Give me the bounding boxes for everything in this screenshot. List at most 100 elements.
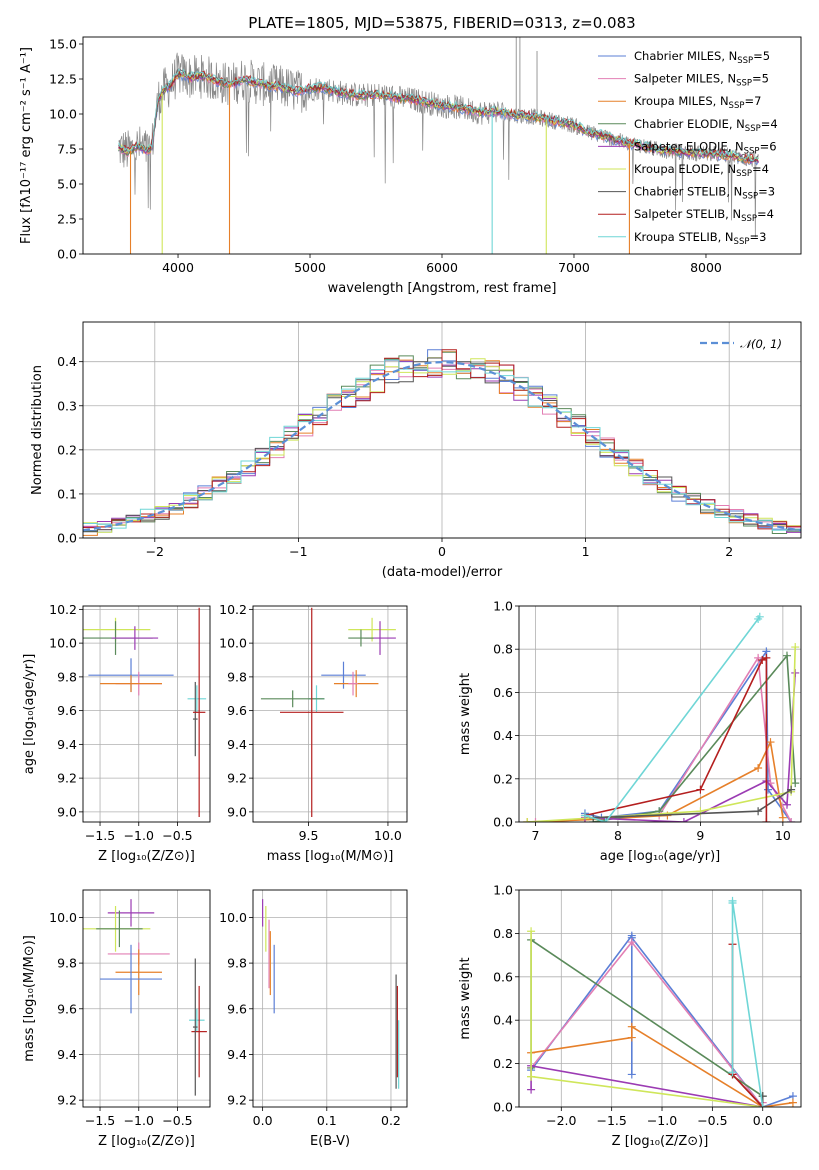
legend-name: Kroupa ELODIE, N: [634, 162, 736, 176]
y-tick-label: 0.8: [493, 926, 513, 941]
weight-marker: [758, 1092, 767, 1101]
y-axis-label: Normed distribution: [30, 365, 45, 495]
weight-marker: [787, 818, 796, 822]
x-tick-label: −0.5: [162, 828, 192, 843]
legend-name: Salpeter STELIB, N: [634, 207, 741, 221]
y-tick-label: 9.8: [227, 956, 247, 971]
x-tick-label: −1.0: [647, 1113, 677, 1128]
y-tick-label: 9.4: [57, 737, 77, 752]
weight-marker: [791, 643, 800, 652]
legend-entry: Kroupa STELIB, NSSP=3: [634, 230, 766, 247]
x-tick-label: −1.5: [85, 1113, 115, 1128]
y-tick-label: 0.0: [493, 815, 513, 830]
weight-marker: [627, 1033, 636, 1042]
age-vs-Z-plot: [83, 607, 207, 817]
legend-name: Chabrier MILES, N: [634, 49, 737, 63]
y-tick-label: 0.6: [493, 685, 513, 700]
weight-marker: [523, 818, 532, 822]
gaussian-curve: [83, 360, 801, 532]
x-tick-label: 10.0: [374, 828, 402, 843]
axes-frame: [518, 605, 802, 823]
weight-marker: [679, 818, 688, 822]
legend-suffix: =7: [744, 94, 761, 108]
legend-sub: SSP: [729, 101, 745, 111]
legend-sub: SSP: [736, 169, 752, 179]
x-tick-label: 4000: [162, 260, 194, 275]
legend-name: Chabrier ELODIE, N: [634, 117, 745, 131]
y-tick-label: 1.0: [493, 599, 513, 614]
x-axis-label: Z [log₁₀(Z/Z⊙)]: [98, 849, 195, 864]
y-tick-label: 0.4: [493, 728, 513, 743]
mass-vs-EBV-axes: 0.0 0.1 0.2 9.2 9.4 9.6 9.8 10.0 E(B-V): [219, 890, 407, 1149]
weight-marker: [728, 1068, 737, 1077]
x-axis-label: mass [log₁₀(M/M⊙)]: [267, 849, 394, 864]
axes-frame: [518, 889, 802, 1108]
y-tick-label: 9.4: [227, 737, 247, 752]
x-tick-label: −1.5: [596, 1113, 626, 1128]
x-tick-label: 5000: [294, 260, 326, 275]
weight-marker: [762, 653, 771, 662]
weight-line: [731, 944, 764, 1107]
y-tick-label: 7.5: [57, 142, 77, 157]
x-tick-label: 8000: [690, 260, 722, 275]
y-tick-label: 10.0: [219, 910, 247, 925]
y-tick-label: 10.0: [219, 636, 247, 651]
mass-vs-Z-plot: [83, 899, 207, 1096]
y-axis-label: Flux [fλ10⁻¹⁷ erg cm⁻² s⁻¹ A⁻¹]: [19, 47, 34, 244]
weight-marker: [627, 1022, 636, 1031]
y-tick-label: 10.0: [49, 107, 77, 122]
y-tick-label: 0.0: [493, 1100, 513, 1115]
weight-marker: [754, 764, 763, 772]
y-tick-label: 0.4: [57, 354, 77, 369]
x-axis-label: wavelength [Angstrom, rest frame]: [328, 281, 557, 296]
y-tick-label: 0.1: [57, 486, 77, 501]
x-tick-label: −1.0: [124, 1113, 154, 1128]
weight-line: [584, 616, 761, 822]
y-tick-label: 10.0: [49, 910, 77, 925]
weight-marker: [758, 656, 767, 664]
x-tick-label: 0.2: [381, 1113, 401, 1128]
x-axis-label: age [log₁₀(age/yr)]: [600, 849, 721, 864]
weight-marker: [754, 807, 763, 816]
weight-marker: [755, 612, 764, 621]
y-tick-label: 0.0: [57, 247, 77, 262]
y-tick-label: 12.5: [49, 72, 77, 87]
y-tick-label: 9.0: [57, 804, 77, 819]
y-tick-label: 9.6: [227, 1001, 247, 1016]
legend-suffix: =5: [753, 49, 770, 63]
x-tick-label: 1: [582, 544, 590, 559]
weight-marker: [782, 651, 791, 660]
x-tick-label: 6000: [426, 260, 458, 275]
legend-suffix: =5: [752, 72, 769, 86]
legend-sub: SSP: [742, 192, 758, 202]
y-tick-label: 0.4: [493, 1013, 513, 1028]
y-tick-label: 1.0: [493, 883, 513, 898]
legend-suffix: =3: [749, 230, 766, 244]
age-vs-mass-axes: 9.5 10.0 9.0 9.2 9.4 9.6 9.8 10.0 10.2 mass [log₁…: [219, 602, 407, 864]
y-tick-label: 0.2: [57, 442, 77, 457]
legend-name: Salpeter ELODIE, N: [634, 139, 744, 153]
weight-marker: [782, 800, 791, 809]
legend-name: Kroupa STELIB, N: [634, 230, 734, 244]
y-tick-label: 9.2: [227, 1093, 247, 1108]
weight-marker: [696, 785, 705, 794]
legend-entry: Chabrier STELIB, NSSP=3: [634, 185, 775, 202]
y-tick-label: 9.6: [57, 1001, 77, 1016]
legend-suffix: =6: [760, 139, 777, 153]
spectrum-axes: 4000 5000 6000 7000 8000 0.0 2.5 5.0 7.5 10.0 12.5…: [19, 14, 722, 296]
weight-marker: [764, 785, 773, 794]
weight-marker: [787, 785, 796, 794]
weight-marker: [728, 896, 737, 905]
legend-entry: Kroupa MILES, NSSP=7: [634, 94, 761, 111]
axes-frame: [82, 889, 211, 1108]
x-tick-label: 9.5: [299, 828, 319, 843]
weight-vs-age-axes: 7 8 9 10 0.0 0.2 0.4 0.6 0.8 1.0 age [log₁₀(age/yr…: [458, 599, 801, 864]
age-vs-mass-plot: [260, 607, 396, 817]
y-tick-label: 10.0: [49, 636, 77, 651]
x-tick-label: −0.5: [162, 1113, 192, 1128]
y-tick-label: 9.2: [57, 1093, 77, 1108]
weight-marker: [580, 811, 589, 820]
model-curve: [118, 68, 759, 162]
legend-sub: SSP: [736, 79, 752, 89]
